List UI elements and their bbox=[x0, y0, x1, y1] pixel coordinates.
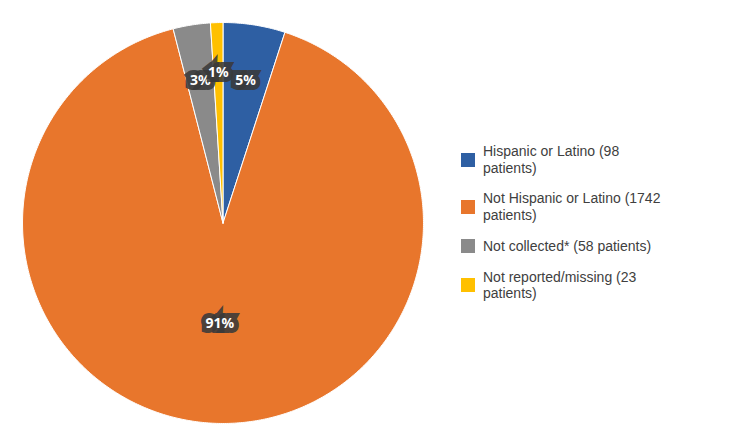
svg-text:3%: 3% bbox=[190, 69, 211, 89]
svg-text:1%: 1% bbox=[208, 62, 229, 81]
html-text:Not reported/missing (23 patie: Not reported/missing (23 patients) bbox=[483, 268, 637, 302]
html-text:Not Hispanic or Latino (1742 p: Not Hispanic or Latino (1742 patients) bbox=[483, 190, 661, 224]
html-text:Not collected* (58 patients): Not collected* (58 patients) bbox=[483, 237, 652, 254]
svg-text:5%: 5% bbox=[235, 70, 256, 89]
svg-text:91%: 91% bbox=[206, 313, 235, 332]
html-text:Hispanic or Latino (98 patient: Hispanic or Latino (98 patients) bbox=[483, 142, 620, 176]
